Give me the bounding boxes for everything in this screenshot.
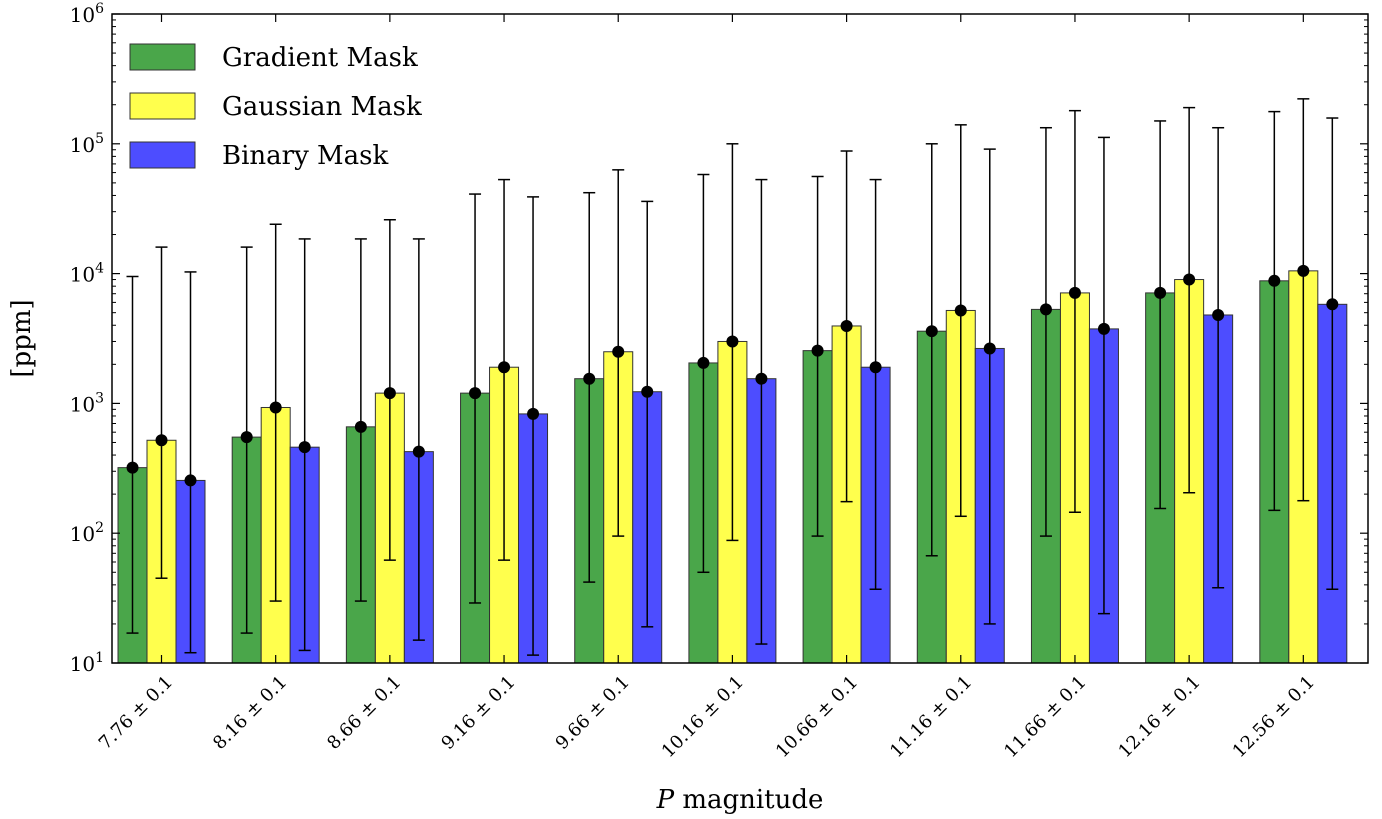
data-point	[1039, 303, 1052, 316]
data-point	[126, 461, 139, 474]
x-tick-label: 7.76 ± 0.1	[95, 672, 177, 754]
data-point	[527, 407, 540, 420]
x-tick-label: 9.16 ± 0.1	[437, 672, 519, 754]
x-tick-label: 9.66 ± 0.1	[552, 672, 634, 754]
y-axis-label: [ppm]	[7, 299, 37, 377]
x-tick-label: 11.16 ± 0.1	[886, 672, 976, 762]
x-tick-label: 10.16 ± 0.1	[658, 672, 748, 762]
x-tick-label: 12.56 ± 0.1	[1229, 672, 1319, 762]
data-point	[383, 387, 396, 400]
x-tick-label: 10.66 ± 0.1	[772, 672, 862, 762]
data-point	[469, 387, 482, 400]
legend-label: Gaussian Mask	[222, 92, 422, 122]
legend-label: Gradient Mask	[222, 43, 418, 73]
y-tick-base: 10	[70, 263, 95, 287]
data-point	[240, 431, 253, 444]
legend-swatch	[129, 92, 196, 120]
data-point	[954, 304, 967, 317]
data-point	[184, 474, 197, 487]
data-point	[1326, 298, 1339, 311]
data-point	[298, 441, 311, 454]
y-tick-exponent: 2	[95, 520, 104, 536]
y-tick-base: 10	[70, 3, 95, 27]
data-point	[755, 372, 768, 385]
data-point	[983, 342, 996, 355]
y-tick-label: 103	[70, 390, 104, 416]
y-tick-base: 10	[70, 133, 95, 157]
axis-ticks	[112, 13, 1368, 664]
data-point	[840, 319, 853, 332]
data-point	[811, 344, 824, 357]
legend-swatch	[129, 43, 196, 71]
data-point	[697, 356, 710, 369]
data-point	[583, 372, 596, 385]
legend: Gradient Mask Gaussian Mask Binary Mask	[129, 43, 422, 171]
data-point	[354, 420, 367, 433]
data-point	[498, 361, 511, 374]
data-point	[412, 445, 425, 458]
y-tick-exponent: 3	[95, 390, 104, 406]
x-tick-label: 8.66 ± 0.1	[323, 672, 405, 754]
data-point	[269, 401, 282, 414]
data-point	[612, 345, 625, 358]
error-bars-layer	[126, 98, 1339, 656]
y-tick-base: 10	[70, 522, 95, 546]
data-point	[155, 434, 168, 447]
y-tick-base: 10	[70, 652, 95, 676]
y-tick-label: 102	[70, 520, 104, 546]
data-point	[1212, 308, 1225, 321]
y-tick-label: 104	[70, 261, 104, 287]
legend-swatch	[129, 141, 196, 169]
data-point	[641, 385, 654, 398]
x-axis-label: P magnitude	[656, 785, 824, 815]
x-tick-label: 12.16 ± 0.1	[1114, 672, 1204, 762]
data-point	[726, 335, 739, 348]
y-tick-exponent: 1	[95, 650, 104, 666]
data-point	[925, 325, 938, 338]
y-tick-base: 10	[70, 392, 95, 416]
data-point	[1183, 273, 1196, 286]
y-tick-exponent: 5	[95, 131, 104, 147]
x-tick-label: 11.66 ± 0.1	[1000, 672, 1090, 762]
y-tick-label: 105	[70, 131, 104, 157]
data-point	[1154, 286, 1167, 299]
y-tick-exponent: 6	[95, 1, 104, 17]
x-tick-label: 8.16 ± 0.1	[209, 672, 291, 754]
data-point	[869, 361, 882, 374]
y-tick-exponent: 4	[95, 261, 104, 277]
data-point	[1097, 322, 1110, 335]
data-point	[1268, 274, 1281, 287]
x-tick-labels: 7.76 ± 0.1 8.16 ± 0.1 8.66 ± 0.1 9.16 ± 0.1…	[95, 672, 1319, 762]
y-tick-label: 106	[70, 1, 104, 27]
plot-area-frame	[111, 13, 1369, 664]
data-point	[1297, 264, 1310, 277]
legend-label: Binary Mask	[222, 141, 389, 171]
data-point	[1068, 286, 1081, 299]
y-tick-label: 101	[70, 650, 104, 676]
